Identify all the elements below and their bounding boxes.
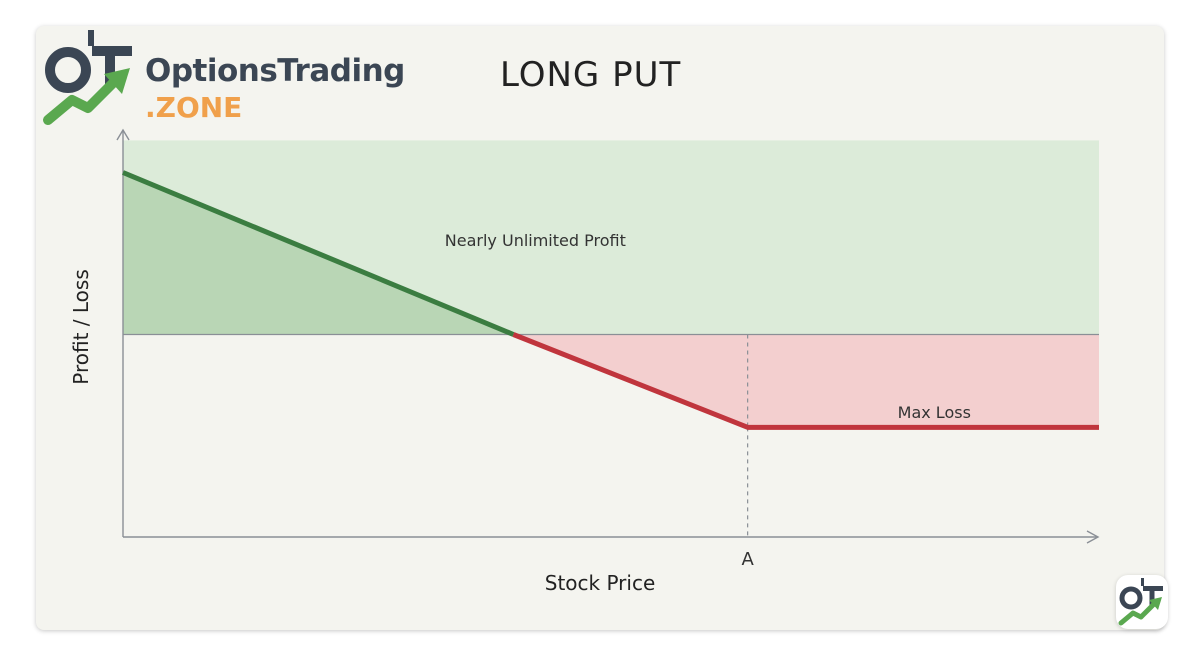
ot-growth-arrow-logo-icon <box>43 30 132 125</box>
chart-title: LONG PUT <box>500 55 682 95</box>
loss-series-line <box>512 332 1099 430</box>
loss-annotation: Max Loss <box>898 403 971 422</box>
y-axis-label: Profit / Loss <box>69 269 93 385</box>
y-axis-arrow <box>116 128 130 141</box>
ot-logo-icon <box>1118 578 1163 626</box>
x-axis-label: Stock Price <box>545 571 656 595</box>
profit-annotation: Nearly Unlimited Profit <box>445 231 626 250</box>
loss-zone <box>513 334 1099 428</box>
brand-suffix: .ZONE <box>145 91 243 124</box>
x-tick-label: A <box>741 549 754 570</box>
profit-series-line <box>122 170 515 337</box>
x-axis-arrow <box>1086 530 1100 544</box>
brand-name: OptionsTrading <box>145 53 405 89</box>
corner-badge[interactable] <box>1116 575 1168 629</box>
